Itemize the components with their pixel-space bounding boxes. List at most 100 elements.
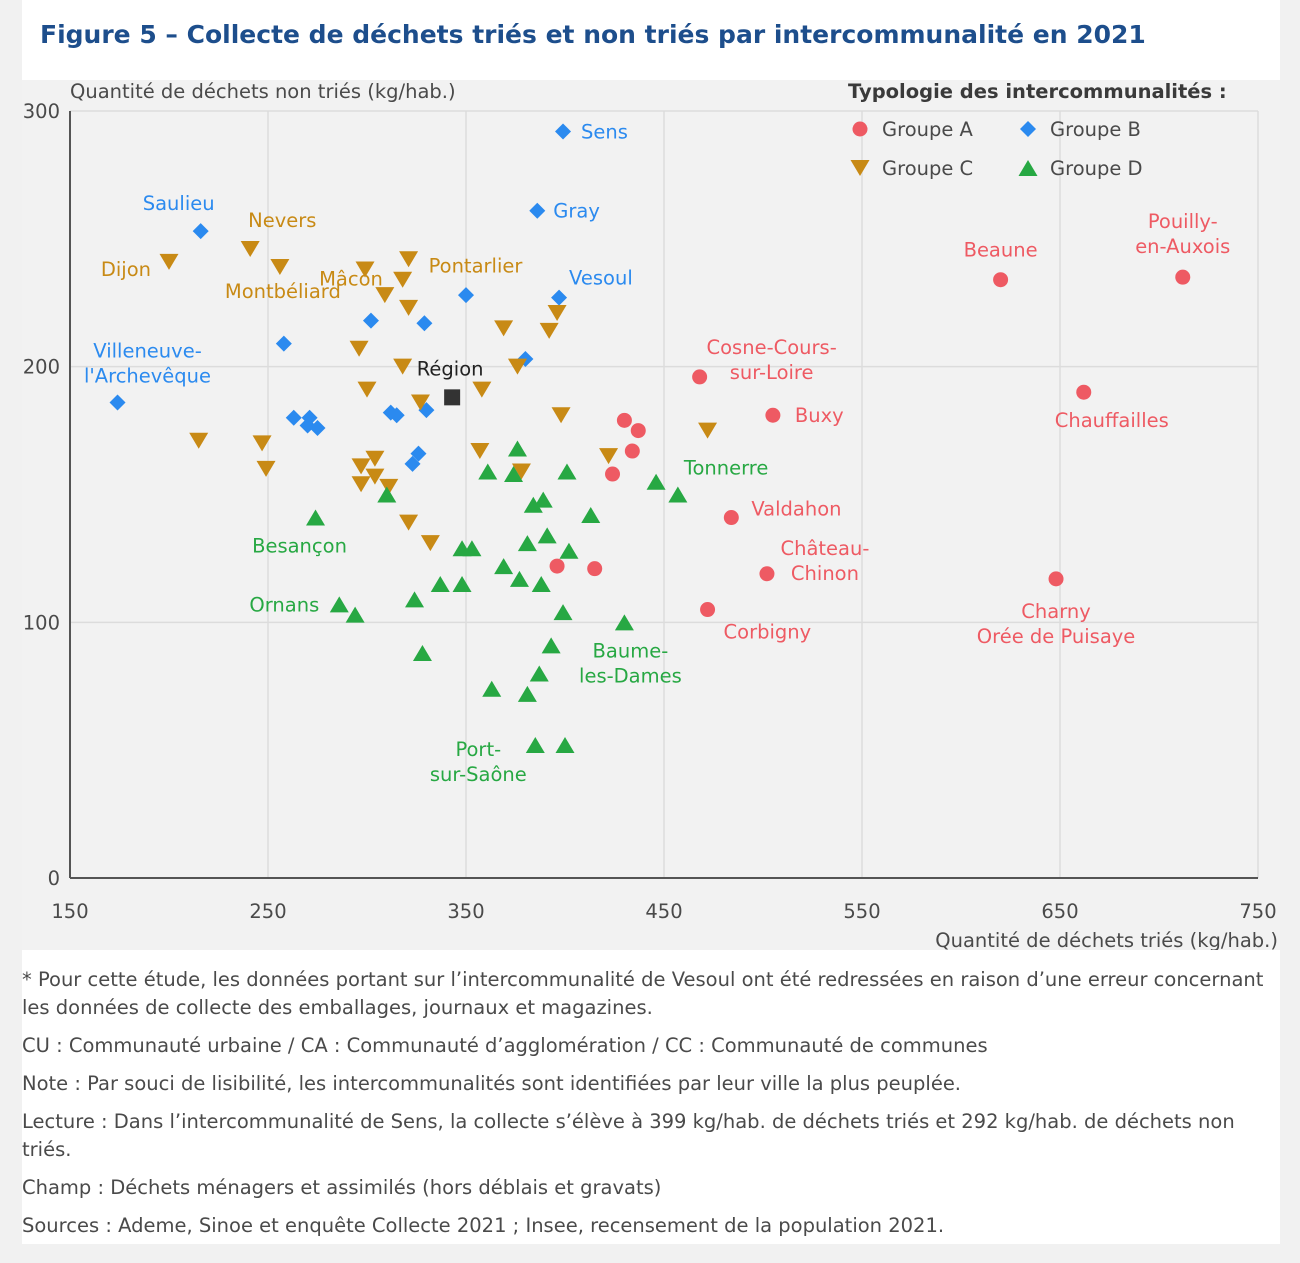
groupe-c-point <box>393 271 413 288</box>
groupe-b-point <box>388 407 405 424</box>
groupe-c-point <box>375 287 395 304</box>
groupe-d-point <box>668 486 688 503</box>
groupe-d-point <box>553 604 573 621</box>
point-label: Région <box>417 357 484 380</box>
scatter-chart: 150 250 350 450 550 650 750 0 100 200 300 Quantité … <box>23 80 1278 950</box>
point-label: Ornans <box>249 593 319 616</box>
groupe-d-point <box>646 473 666 490</box>
groupe-c-point <box>189 432 209 449</box>
groupe-a-point <box>549 558 565 574</box>
groupe-c-point <box>256 460 276 477</box>
point-label-line: Saulieu <box>143 192 215 215</box>
legend-label: Groupe A <box>882 118 974 141</box>
groupe-c-point <box>393 358 413 375</box>
point-label-line: sur-Saône <box>430 763 527 786</box>
x-tick-label: 350 <box>447 900 484 923</box>
point-label: Besançon <box>252 535 347 558</box>
point-label-line: Orée de Puisaye <box>977 625 1136 648</box>
groupe-d-point <box>557 463 577 480</box>
groupe-d-point <box>525 737 545 754</box>
x-axis-label: Quantité de déchets triés (kg/hab.) <box>935 929 1278 950</box>
point-label: Château-Chinon <box>780 537 869 585</box>
y-tick-label: 100 <box>23 611 60 634</box>
groupe-b-point <box>551 289 568 306</box>
groupe-d-point <box>430 575 450 592</box>
point-label-line: Château- <box>780 537 869 560</box>
point-label-line: en-Auxois <box>1135 235 1230 258</box>
point-label: Pouilly-en-Auxois <box>1135 210 1230 258</box>
point-label-line: Corbigny <box>724 621 812 644</box>
groupe-d-point <box>541 637 561 654</box>
point-label: Cosne-Cours-sur-Loire <box>707 336 837 384</box>
point-label: Villeneuve-l'Archevêque <box>84 339 211 387</box>
groupe-d-point <box>452 575 472 592</box>
point-label-line: Port- <box>455 738 501 761</box>
x-tick-label: 150 <box>51 900 88 923</box>
point-label: Pontarlier <box>429 254 524 277</box>
groupe-d-point <box>412 645 432 662</box>
region-point <box>444 389 461 406</box>
figure-panel: Figure 5 – Collecte de déchets triés et … <box>22 0 1280 1244</box>
point-label: Valdahon <box>751 498 841 521</box>
point-label: Dijon <box>101 258 151 281</box>
groupe-a-point <box>616 412 632 428</box>
groupe-c-point <box>351 458 371 475</box>
groupe-d-point <box>507 440 527 457</box>
point-label-line: Région <box>417 357 484 380</box>
point-label: Charny Orée de Puisaye <box>977 600 1136 648</box>
point-label-line: sur-Loire <box>730 361 814 384</box>
point-label-line: Charny <box>1021 600 1091 623</box>
point-label-line: Nevers <box>248 209 316 232</box>
figure-title: Figure 5 – Collecte de déchets triés et … <box>40 20 1146 49</box>
groupe-b-point <box>404 455 421 472</box>
groupe-c-point <box>494 320 514 337</box>
groupe-c-point <box>599 448 619 465</box>
groupe-c-point <box>240 241 260 258</box>
point-label-line: Cosne-Cours- <box>707 336 837 359</box>
groupe-c-point <box>379 478 399 495</box>
point-label: Montbéliard <box>225 280 341 303</box>
groupe-b-point <box>416 315 433 332</box>
legend-marker <box>1020 121 1036 137</box>
groupe-d-point <box>559 542 579 559</box>
y-tick-label: 0 <box>48 867 60 890</box>
point-label-line: Baume- <box>593 639 669 662</box>
point-label: Buxy <box>795 404 844 427</box>
groupe-b-point <box>109 394 126 411</box>
groupe-d-point <box>494 558 514 575</box>
point-label: Baume-les-Dames <box>579 639 682 687</box>
groupe-d-point <box>377 486 397 503</box>
groupe-c-point <box>399 251 419 268</box>
groupe-a-point <box>1076 384 1092 400</box>
groupe-d-point <box>581 506 601 523</box>
point-label: Chauffailles <box>1055 409 1169 432</box>
point-label-line: les-Dames <box>579 664 682 687</box>
point-label: Tonnerre <box>683 457 769 480</box>
groupe-c-point <box>357 381 377 398</box>
groupe-d-point <box>517 685 537 702</box>
groupe-d-point <box>517 535 537 552</box>
groupe-d-point <box>555 737 575 754</box>
point-label: Gray <box>553 200 600 223</box>
groupe-c-point <box>252 435 272 452</box>
point-label-line: Gray <box>553 200 600 223</box>
groupe-d-point <box>329 596 349 613</box>
groupe-d-point <box>462 540 482 557</box>
point-label-line: Ornans <box>249 593 319 616</box>
groupe-d-point <box>306 509 326 526</box>
note-sources: Sources : Ademe, Sinoe et enquête Collec… <box>22 1214 945 1237</box>
groupe-a-point <box>765 407 781 423</box>
groupe-a-point <box>630 423 646 439</box>
groupe-d-point <box>482 680 502 697</box>
legend-label: Groupe C <box>882 157 973 180</box>
groupe-c-point <box>547 304 567 321</box>
point-label-line: Pontarlier <box>429 254 524 277</box>
groupe-d-point <box>533 491 553 508</box>
point-label-line: Sens <box>581 120 628 143</box>
groupe-b-point <box>529 202 546 219</box>
point-label: Corbigny <box>724 621 812 644</box>
groupe-d-point <box>537 527 557 544</box>
groupe-b-point <box>192 223 209 240</box>
note-reading: Lecture : Dans l’intercommunalité de Sen… <box>22 1110 1235 1161</box>
groupe-a-point <box>587 561 603 577</box>
